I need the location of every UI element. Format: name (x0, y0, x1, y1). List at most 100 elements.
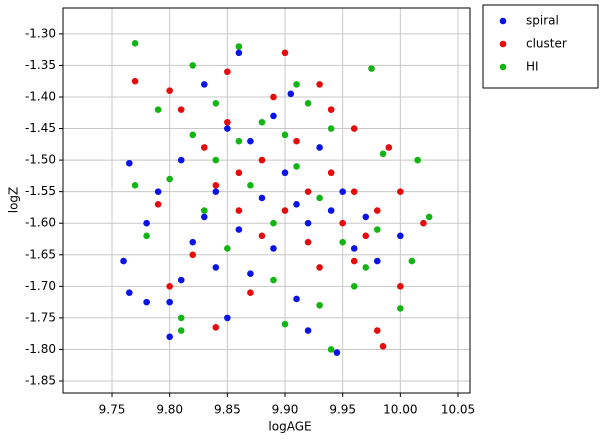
point (281, 207, 289, 214)
point (235, 226, 243, 233)
y-axis-label: logZ (7, 187, 21, 214)
point (339, 188, 346, 195)
y-tick-label: -1.80 (25, 342, 56, 356)
point (258, 118, 266, 126)
point (270, 93, 277, 101)
point (281, 49, 289, 57)
point (270, 219, 277, 227)
point (235, 43, 243, 50)
point (368, 65, 375, 72)
point (154, 188, 162, 195)
point (154, 106, 162, 113)
point (333, 349, 341, 356)
point (373, 207, 381, 214)
y-tick-label: -1.75 (25, 310, 56, 324)
point (143, 232, 150, 240)
point (304, 100, 312, 107)
point (212, 156, 220, 164)
point (131, 77, 139, 85)
x-tick-label: 9.80 (156, 403, 183, 417)
point (131, 40, 139, 47)
point (166, 298, 173, 306)
y-tick-label: -1.70 (25, 279, 56, 293)
point (224, 245, 231, 252)
point (373, 327, 381, 334)
point (200, 81, 208, 88)
y-tick-label: -1.60 (25, 216, 56, 230)
point (166, 283, 173, 290)
point (350, 257, 358, 265)
point (224, 314, 231, 322)
point (270, 112, 277, 120)
y-tick-label: -1.35 (25, 58, 56, 72)
legend-label: spiral (526, 14, 559, 28)
point (177, 276, 185, 284)
y-tick-label: -1.55 (25, 184, 56, 198)
point (414, 156, 421, 164)
point (143, 219, 150, 227)
y-tick-label: -1.40 (25, 89, 56, 103)
point (200, 213, 208, 221)
x-tick-label: 9.90 (272, 403, 299, 417)
point (304, 188, 312, 195)
point (224, 118, 231, 126)
point (154, 200, 162, 208)
point (143, 298, 150, 306)
point (126, 159, 133, 167)
point (293, 200, 300, 208)
point (258, 156, 266, 164)
point (316, 81, 323, 88)
x-tick-label: 10.00 (383, 403, 417, 417)
point (362, 213, 370, 221)
point (327, 125, 335, 132)
point (235, 49, 243, 57)
point (224, 125, 231, 132)
point (166, 333, 173, 341)
legend-box (482, 4, 599, 89)
point (166, 175, 173, 183)
point (373, 257, 381, 265)
point (281, 320, 289, 328)
point (189, 131, 197, 139)
point (212, 188, 220, 195)
point (247, 182, 254, 189)
point (293, 81, 300, 88)
point (425, 213, 433, 221)
point (270, 245, 277, 252)
point (258, 194, 266, 202)
point (316, 301, 323, 309)
point (177, 106, 185, 113)
point (189, 238, 197, 246)
point (350, 125, 358, 132)
x-tick-label: 9.75 (99, 403, 126, 417)
point (235, 137, 243, 145)
point (247, 289, 254, 296)
point (350, 245, 358, 252)
point (126, 289, 133, 296)
point (304, 219, 312, 227)
x-tick-label: 9.95 (329, 403, 356, 417)
point (287, 90, 295, 98)
point (281, 131, 289, 139)
point (212, 100, 220, 107)
legend-marker (499, 63, 507, 71)
point (200, 207, 208, 214)
point (379, 150, 387, 158)
point (120, 257, 127, 265)
point (189, 251, 197, 259)
x-tick-label: 9.85 (214, 403, 241, 417)
point (316, 264, 323, 271)
point (304, 327, 312, 334)
point (235, 169, 243, 177)
x-axis-label: logAGE (268, 420, 311, 434)
point (420, 219, 427, 227)
point (131, 182, 139, 189)
point (177, 156, 185, 164)
point (408, 257, 416, 265)
y-tick-label: -1.50 (25, 153, 56, 167)
point (362, 264, 370, 271)
y-tick-label: -1.30 (25, 26, 56, 40)
legend-marker (499, 40, 507, 48)
point (247, 270, 254, 278)
